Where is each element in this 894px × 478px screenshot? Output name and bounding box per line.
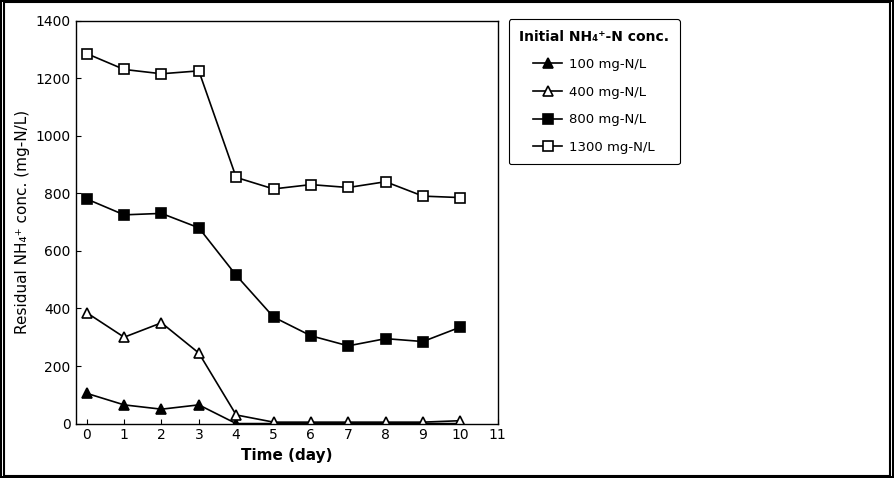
Line: 100 mg-N/L: 100 mg-N/L (82, 389, 465, 428)
1300 mg-N/L (455, 195, 466, 200)
1300 mg-N/L (193, 68, 204, 74)
100 mg-N/L (343, 421, 354, 426)
400 mg-N/L (417, 419, 428, 425)
800 mg-N/L (417, 338, 428, 344)
100 mg-N/L (306, 421, 316, 426)
800 mg-N/L (231, 272, 241, 278)
Legend: 100 mg-N/L, 400 mg-N/L, 800 mg-N/L, 1300 mg-N/L: 100 mg-N/L, 400 mg-N/L, 800 mg-N/L, 1300… (509, 19, 679, 164)
800 mg-N/L (343, 343, 354, 349)
1300 mg-N/L (380, 179, 391, 185)
800 mg-N/L (156, 210, 167, 216)
100 mg-N/L (231, 421, 241, 426)
1300 mg-N/L (417, 193, 428, 199)
100 mg-N/L (156, 406, 167, 412)
400 mg-N/L (306, 419, 316, 425)
100 mg-N/L (119, 402, 130, 408)
400 mg-N/L (268, 419, 279, 425)
1300 mg-N/L (231, 174, 241, 180)
800 mg-N/L (119, 212, 130, 217)
X-axis label: Time (day): Time (day) (240, 448, 333, 463)
800 mg-N/L (455, 324, 466, 330)
800 mg-N/L (306, 333, 316, 338)
Line: 1300 mg-N/L: 1300 mg-N/L (82, 49, 465, 202)
1300 mg-N/L (119, 66, 130, 72)
800 mg-N/L (193, 225, 204, 231)
800 mg-N/L (268, 314, 279, 320)
400 mg-N/L (380, 419, 391, 425)
1300 mg-N/L (156, 71, 167, 76)
400 mg-N/L (455, 418, 466, 424)
100 mg-N/L (193, 402, 204, 408)
1300 mg-N/L (343, 185, 354, 190)
1300 mg-N/L (81, 51, 92, 56)
Line: 800 mg-N/L: 800 mg-N/L (82, 194, 465, 351)
400 mg-N/L (156, 320, 167, 326)
800 mg-N/L (380, 336, 391, 341)
100 mg-N/L (417, 421, 428, 426)
Line: 400 mg-N/L: 400 mg-N/L (82, 308, 465, 427)
1300 mg-N/L (268, 186, 279, 192)
100 mg-N/L (81, 391, 92, 396)
1300 mg-N/L (306, 182, 316, 187)
400 mg-N/L (81, 310, 92, 315)
100 mg-N/L (268, 421, 279, 426)
Y-axis label: Residual NH₄⁺ conc. (mg-N/L): Residual NH₄⁺ conc. (mg-N/L) (15, 110, 30, 334)
400 mg-N/L (231, 412, 241, 418)
100 mg-N/L (380, 421, 391, 426)
100 mg-N/L (455, 421, 466, 426)
400 mg-N/L (193, 350, 204, 356)
400 mg-N/L (119, 334, 130, 340)
400 mg-N/L (343, 419, 354, 425)
800 mg-N/L (81, 196, 92, 202)
